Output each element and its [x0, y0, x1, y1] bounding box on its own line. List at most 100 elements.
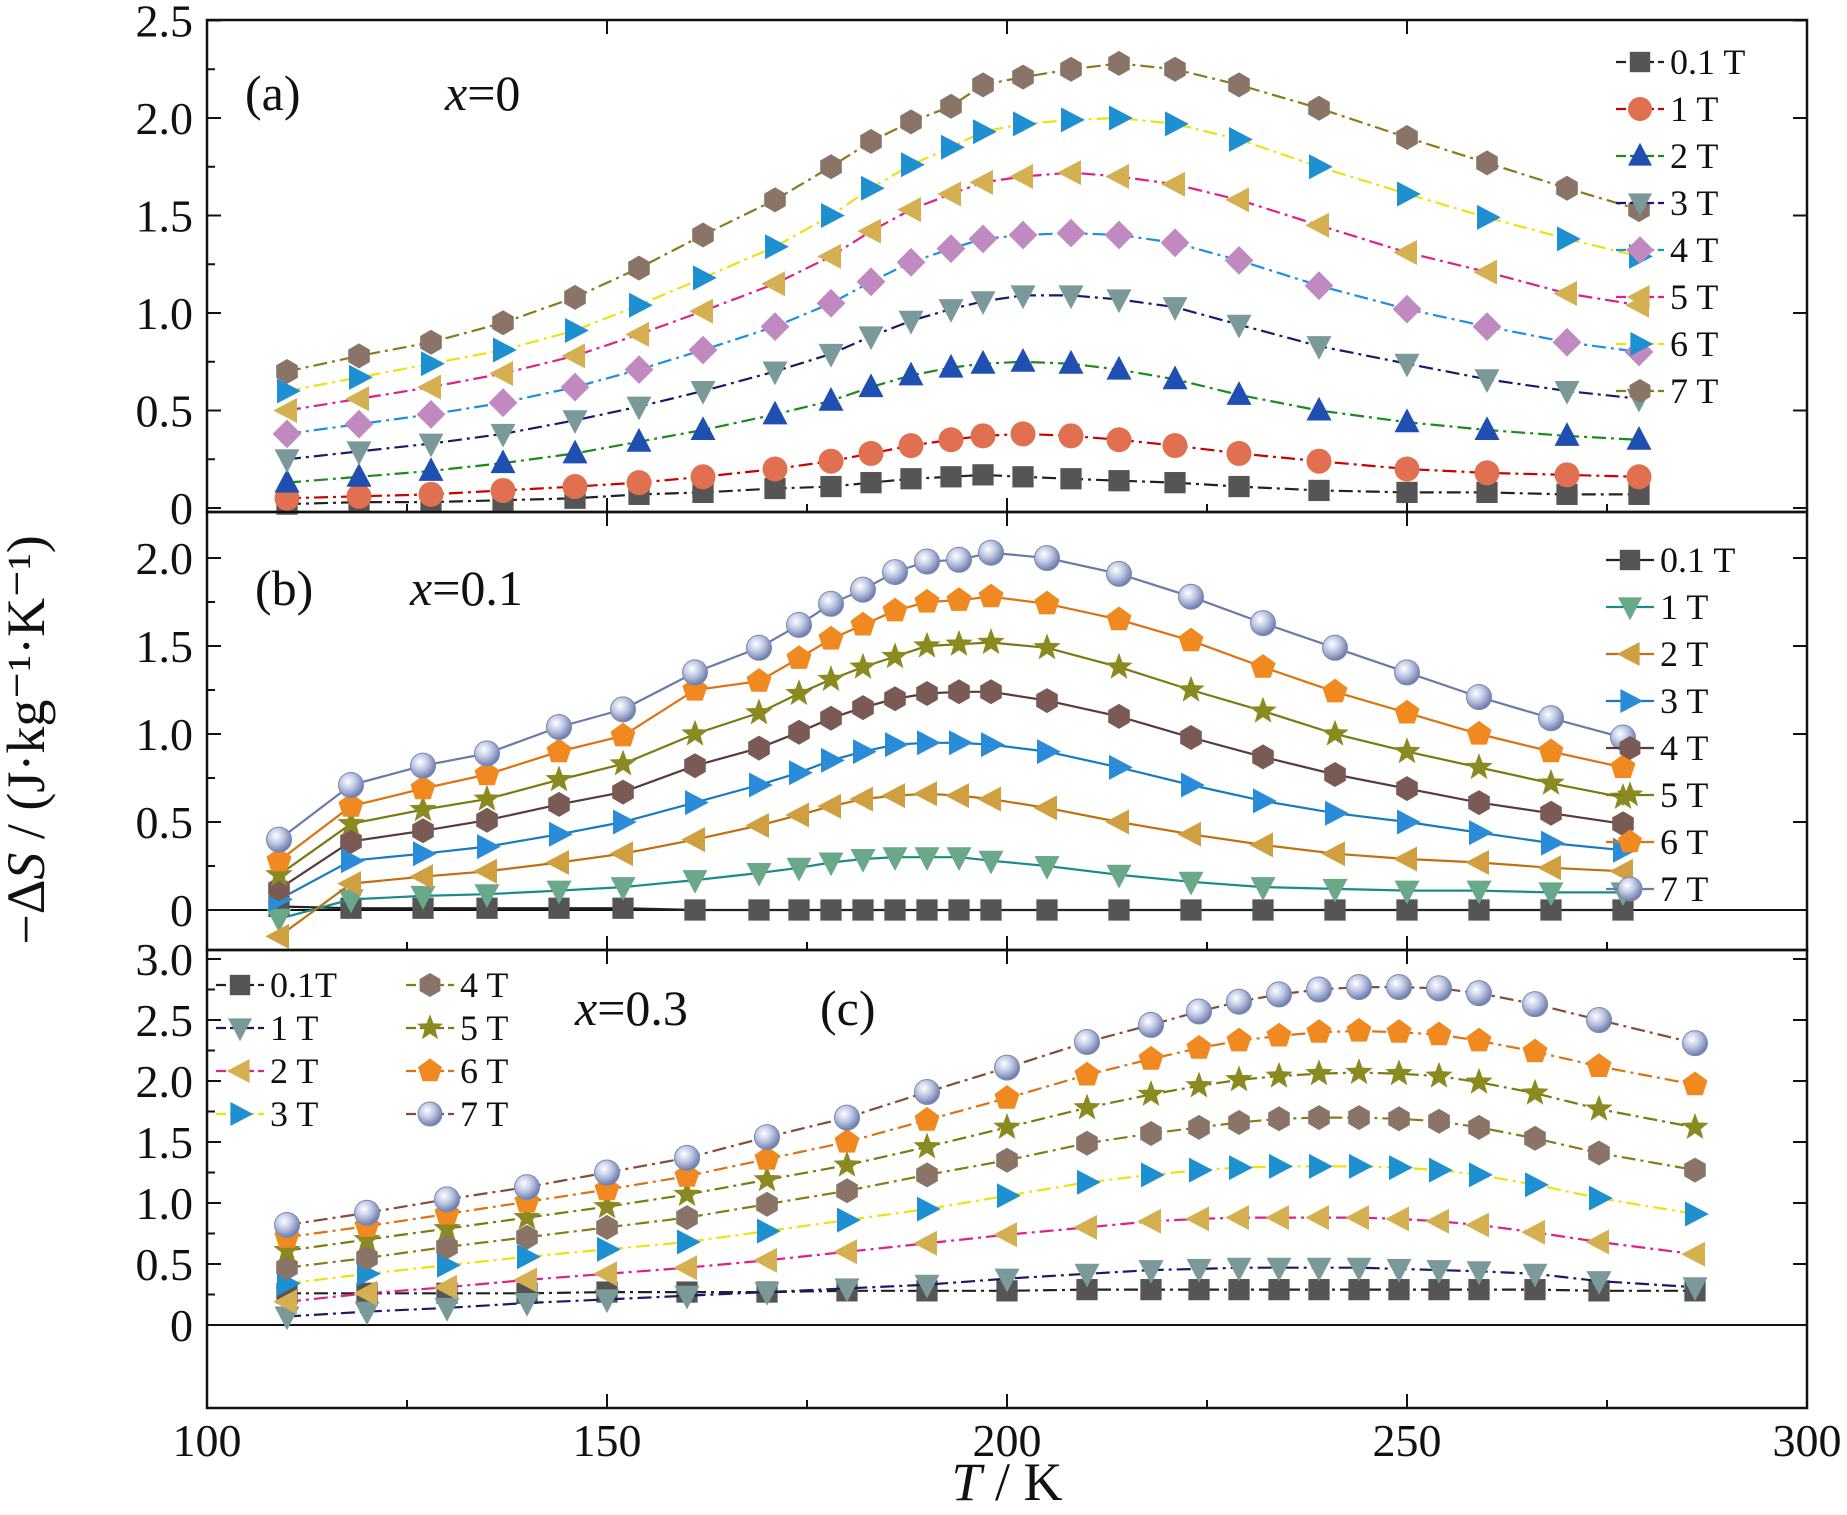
legend-label: 7 T — [1660, 869, 1708, 909]
data-point — [1466, 880, 1492, 905]
legend-marker — [228, 1018, 252, 1042]
data-point — [916, 681, 938, 706]
data-point — [433, 1274, 457, 1300]
data-point — [673, 1180, 701, 1207]
data-point — [436, 1234, 458, 1260]
data-point — [1226, 440, 1252, 466]
data-point — [1010, 285, 1036, 310]
data-point — [746, 634, 772, 661]
data-point — [1013, 111, 1037, 137]
data-point — [545, 765, 573, 792]
data-point — [885, 732, 909, 758]
data-point — [993, 1222, 1017, 1248]
legend-marker — [1626, 236, 1654, 264]
data-point — [594, 1159, 620, 1186]
data-point — [1186, 998, 1212, 1025]
data-point — [786, 645, 812, 669]
data-point — [1106, 864, 1132, 889]
data-point — [593, 1261, 617, 1287]
data-point — [849, 652, 877, 679]
data-point — [594, 1289, 620, 1314]
data-point — [820, 154, 842, 180]
composition-value: =0 — [467, 65, 520, 121]
data-point — [1188, 1278, 1210, 1301]
data-point — [1225, 1065, 1253, 1092]
data-point — [1388, 1278, 1410, 1301]
data-point — [629, 292, 653, 318]
data-point — [1140, 1278, 1162, 1301]
data-point — [1466, 684, 1492, 711]
data-point — [761, 271, 785, 297]
data-point — [265, 923, 289, 949]
data-point — [353, 1280, 377, 1306]
data-point — [1105, 809, 1129, 835]
data-point — [1626, 426, 1652, 450]
data-point — [416, 400, 446, 429]
data-point — [900, 468, 922, 490]
data-point — [786, 611, 812, 638]
data-point — [973, 119, 997, 145]
data-point — [849, 786, 873, 812]
data-point — [1185, 1206, 1209, 1232]
data-point — [860, 128, 882, 154]
legend-marker — [1616, 781, 1644, 807]
legend: 0.1T1 T2 T3 T 4 T5 T6 T7 T — [216, 965, 508, 1134]
legend-item: 4 T — [1606, 728, 1708, 768]
data-point — [1178, 871, 1204, 896]
data-point — [1140, 1121, 1162, 1146]
data-point — [1522, 1263, 1548, 1288]
data-point — [1396, 776, 1418, 802]
legend-item: 1 T — [1606, 587, 1708, 627]
data-point — [1308, 95, 1330, 121]
data-point — [948, 899, 970, 921]
data-point — [1226, 381, 1252, 405]
data-point — [1321, 841, 1345, 867]
data-point — [858, 326, 884, 351]
data-point — [916, 1162, 938, 1188]
data-point — [1225, 187, 1249, 213]
data-point — [1348, 1278, 1370, 1301]
data-point — [1524, 1125, 1546, 1151]
data-point — [688, 335, 718, 365]
data-point — [1185, 1071, 1213, 1098]
data-point — [996, 1147, 1018, 1173]
data-point — [1385, 1059, 1413, 1086]
data-point — [852, 899, 874, 921]
data-point — [764, 187, 786, 213]
data-point — [913, 631, 941, 658]
data-point — [898, 310, 924, 335]
data-point — [914, 1078, 940, 1105]
data-point — [488, 388, 518, 418]
data-point — [356, 1245, 378, 1271]
data-point — [612, 897, 634, 919]
data-point — [1681, 1241, 1705, 1267]
data-point — [1466, 980, 1492, 1007]
series-5t — [273, 1058, 1709, 1263]
data-point — [786, 857, 812, 882]
data-point — [1306, 1257, 1332, 1282]
data-point — [753, 1165, 781, 1192]
data-point — [762, 400, 788, 425]
series-line — [286, 1071, 1696, 1252]
data-point — [1109, 105, 1133, 131]
data-point — [833, 1239, 857, 1265]
data-point — [1538, 705, 1564, 732]
data-point — [1394, 456, 1420, 482]
data-point — [1012, 64, 1034, 90]
legend-label: 0.1T — [270, 965, 337, 1005]
data-point — [1060, 468, 1082, 490]
data-point — [1554, 422, 1580, 446]
series-1t — [266, 847, 1636, 933]
data-point — [626, 470, 652, 496]
data-point — [1252, 744, 1274, 770]
data-point — [900, 109, 922, 135]
data-point — [1076, 1278, 1098, 1301]
data-point — [274, 1211, 300, 1238]
data-point — [1061, 107, 1085, 133]
data-point — [817, 793, 841, 819]
data-point — [1554, 462, 1580, 488]
composition-variable: x — [574, 980, 597, 1036]
data-point — [474, 761, 500, 786]
data-point — [266, 908, 292, 933]
data-point — [1306, 336, 1332, 360]
